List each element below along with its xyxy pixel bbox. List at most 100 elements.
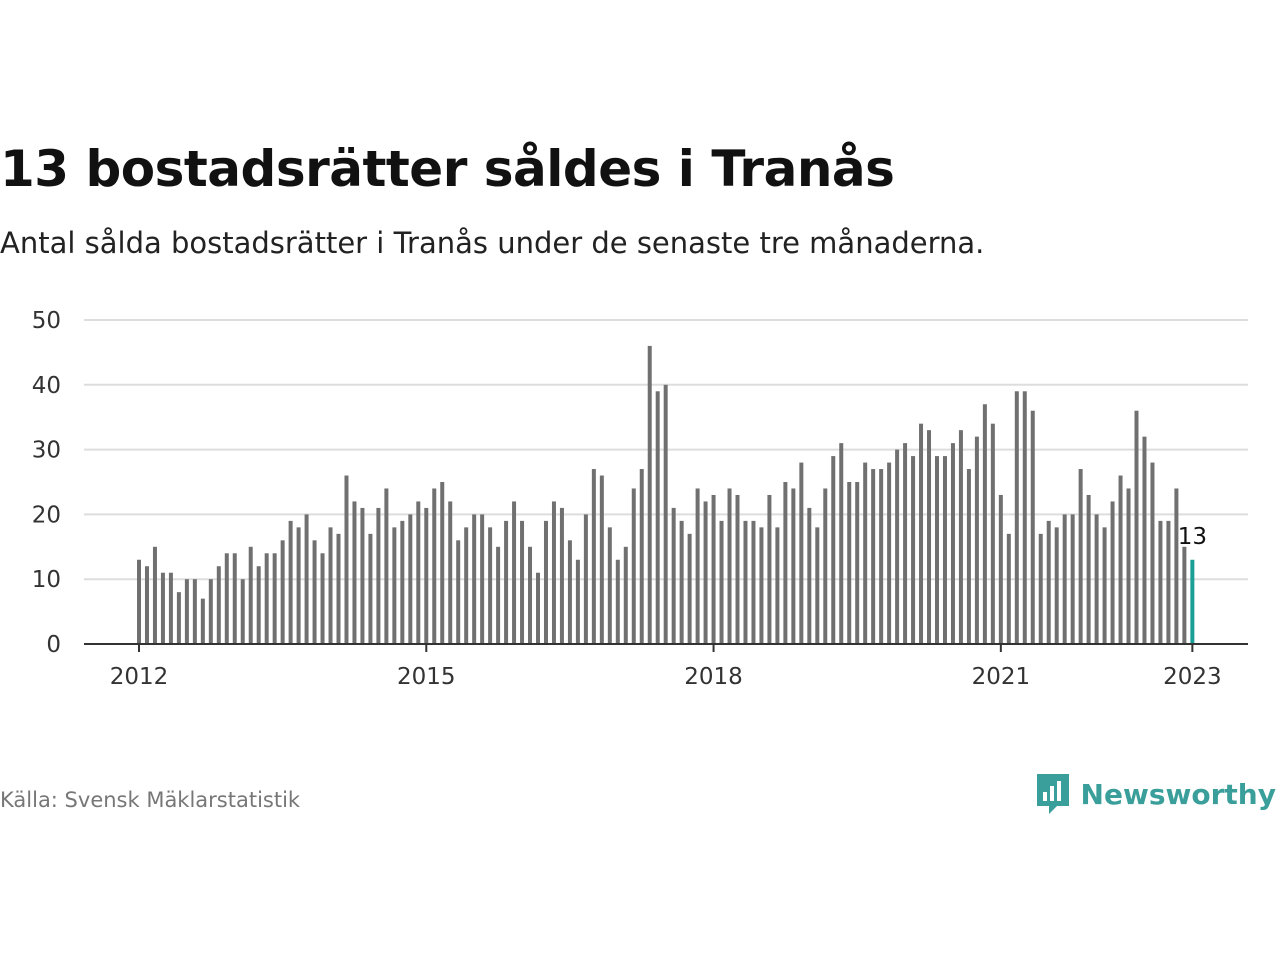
y-tick-label: 50 (32, 308, 61, 334)
bar (192, 579, 197, 644)
bar (496, 546, 501, 644)
last-value-label: 13 (1178, 524, 1207, 550)
bar (887, 462, 892, 644)
y-tick-label: 40 (32, 373, 61, 399)
x-tick-label: 2012 (110, 664, 169, 690)
bar (591, 469, 596, 644)
bar (839, 443, 844, 644)
bar (759, 527, 764, 644)
bar (958, 430, 963, 644)
bar (440, 482, 445, 644)
x-tick-label: 2015 (397, 664, 456, 690)
bar (160, 572, 165, 644)
bar (152, 546, 157, 644)
bar (520, 520, 525, 644)
bar (727, 488, 732, 644)
bar (831, 456, 836, 644)
bar (719, 520, 724, 644)
bar (472, 514, 477, 644)
bar (855, 482, 860, 644)
bar (543, 520, 548, 644)
y-tick-label: 20 (32, 502, 61, 528)
y-tick-label: 0 (46, 632, 61, 658)
bar (950, 443, 955, 644)
bar (903, 443, 908, 644)
bar (599, 475, 604, 644)
bar (775, 527, 780, 644)
bar (1014, 391, 1019, 644)
bar (208, 579, 213, 644)
bar (168, 572, 173, 644)
bar (1174, 488, 1179, 644)
bar (567, 540, 572, 644)
bar (176, 592, 181, 644)
bar (456, 540, 461, 644)
bars (137, 345, 1195, 644)
bar (1182, 546, 1187, 644)
bar (488, 527, 493, 644)
bar (376, 507, 381, 644)
bar (280, 540, 285, 644)
bar (990, 423, 995, 644)
bar (823, 488, 828, 644)
annotations: 13 (1178, 524, 1207, 550)
bar (296, 527, 301, 644)
bar (200, 598, 205, 644)
bar (1150, 462, 1155, 644)
y-axis: 0 10 20 30 40 50 (32, 308, 61, 658)
bar (1110, 501, 1115, 644)
bar (137, 559, 141, 644)
bar (272, 553, 277, 644)
y-tick-label: 10 (32, 567, 61, 593)
x-axis: 2012 2015 2018 2021 2023 (110, 644, 1222, 690)
bar (559, 507, 564, 644)
bar (942, 456, 947, 644)
bar (480, 514, 485, 644)
bar (1094, 514, 1099, 644)
bar (368, 533, 373, 644)
bar (639, 469, 644, 644)
bar (647, 345, 652, 644)
bar (224, 553, 229, 644)
bar (400, 520, 405, 644)
bar (767, 494, 772, 644)
bar (504, 520, 509, 644)
bar-highlight (1190, 559, 1195, 644)
bar (392, 527, 397, 644)
bar (1118, 475, 1123, 644)
bar (248, 546, 253, 644)
bar (1166, 520, 1171, 644)
bar (432, 488, 437, 644)
bar (216, 566, 221, 644)
bar (1126, 488, 1131, 644)
bar (1134, 410, 1139, 644)
bar (1030, 410, 1035, 644)
newsworthy-logo-icon (1036, 774, 1069, 814)
bar (982, 404, 987, 644)
bar (328, 527, 333, 644)
bar (264, 553, 269, 644)
bar (304, 514, 309, 644)
x-tick-label: 2021 (972, 664, 1031, 690)
bar (448, 501, 453, 644)
bar (528, 546, 533, 644)
bar (911, 456, 916, 644)
bar (1078, 469, 1083, 644)
bar (966, 469, 971, 644)
bar (416, 501, 421, 644)
bar (655, 391, 660, 644)
bar (711, 494, 716, 644)
bar (232, 553, 237, 644)
bar (536, 572, 540, 644)
bar (743, 520, 748, 644)
bar (807, 507, 812, 644)
bar (847, 482, 852, 644)
bar (344, 475, 349, 644)
bar (671, 507, 676, 644)
bar (615, 559, 620, 644)
bar (974, 436, 979, 644)
bar (408, 514, 413, 644)
page-subtitle: Antal sålda bostadsrätter i Tranås under… (0, 226, 985, 260)
bar (464, 527, 469, 644)
brand-logo[interactable]: Newsworthy (1035, 772, 1276, 816)
